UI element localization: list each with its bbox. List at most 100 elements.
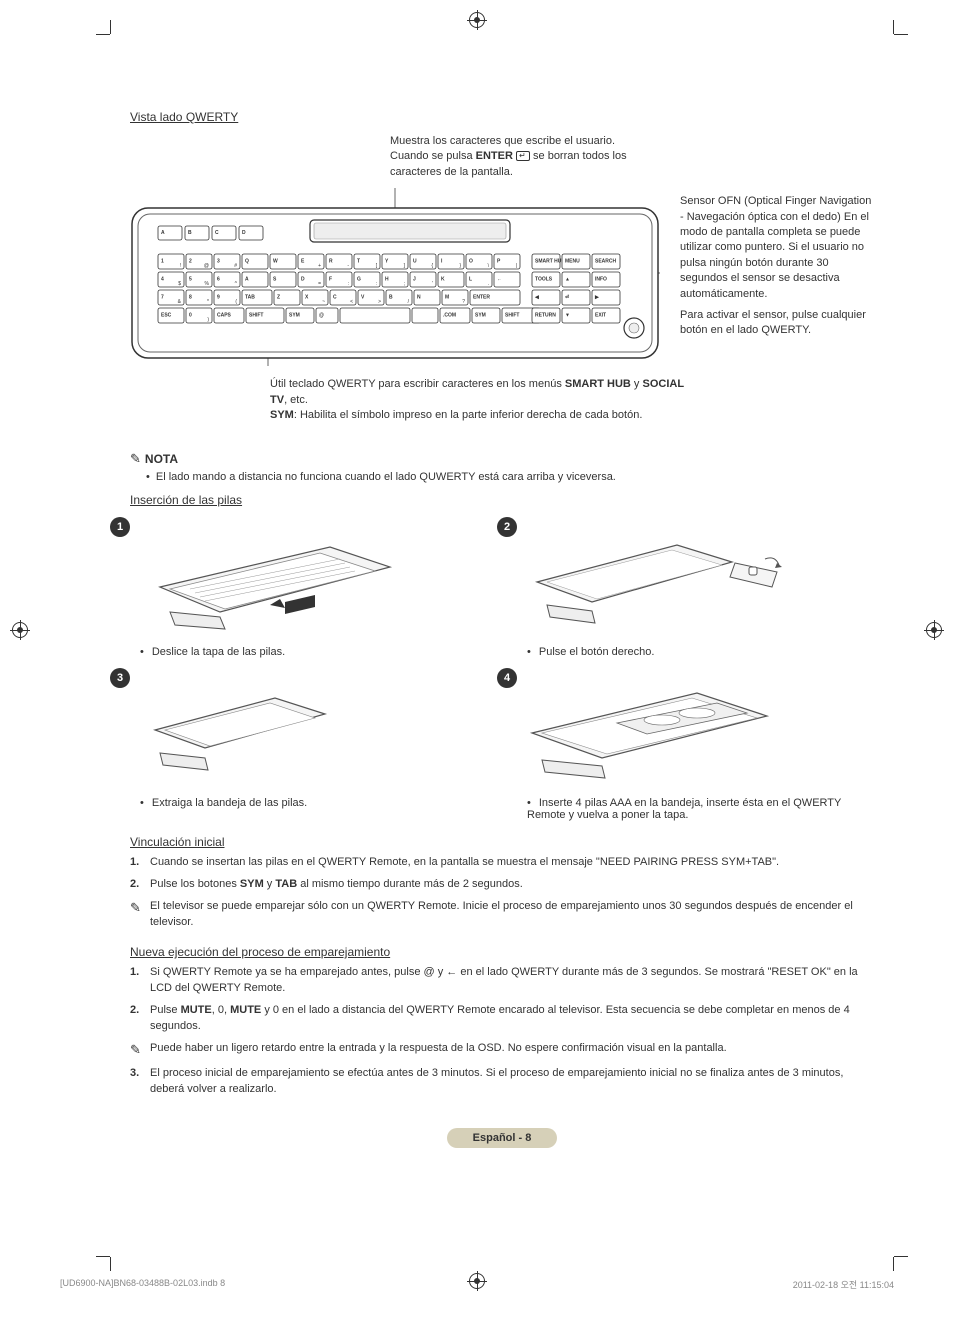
note-icon: ✎	[130, 1041, 150, 1060]
footer-right: 2011-02-18 오전 11:15:04	[793, 1278, 894, 1291]
svg-text:.COM: .COM	[443, 313, 456, 319]
text: El proceso inicial de emparejamiento se …	[150, 1066, 874, 1098]
svg-text:B: B	[389, 295, 393, 301]
nota-block: ✎NOTA El lado mando a distancia no funci…	[130, 451, 874, 483]
svg-text:C: C	[333, 295, 337, 301]
svg-text:EXIT: EXIT	[595, 313, 606, 319]
svg-text:ENTER: ENTER	[473, 295, 490, 301]
text: Cuando se pulsa	[390, 150, 476, 162]
num: 1.	[130, 965, 150, 997]
text: Útil teclado QWERTY para escribir caract…	[270, 378, 565, 390]
text: se borran todos los	[530, 150, 627, 162]
heading-pairing: Vinculación inicial	[130, 835, 874, 849]
t: , 0,	[212, 1004, 230, 1016]
svg-text:W: W	[273, 259, 278, 265]
crop-mark	[110, 1251, 130, 1271]
svg-text:$: $	[178, 281, 181, 287]
svg-text:6: 6	[217, 277, 220, 283]
svg-text:R: R	[329, 259, 333, 265]
svg-text:J: J	[413, 277, 416, 283]
svg-text:A: A	[161, 230, 165, 236]
step-badge-1: 1	[110, 517, 130, 537]
heading-repair: Nueva ejecución del proceso de emparejam…	[130, 945, 874, 959]
svg-text:<: <	[350, 299, 353, 305]
svg-text:H: H	[385, 277, 389, 283]
text: Si QWERTY Remote ya se ha emparejado ant…	[150, 965, 874, 997]
sensor-description: Sensor OFN (Optical Finger Navigation - …	[680, 188, 874, 345]
heading-battery: Inserción de las pilas	[130, 493, 874, 507]
svg-text:L: L	[469, 277, 472, 283]
svg-text:%: %	[205, 281, 210, 287]
svg-text:1: 1	[161, 259, 164, 265]
repair-item-1: 1. Si QWERTY Remote ya se ha emparejado …	[130, 965, 874, 997]
battery-illustration-3	[130, 668, 410, 788]
num: 3.	[130, 1066, 150, 1098]
callout-line3: caracteres de la pantalla.	[390, 165, 874, 180]
svg-text:*: *	[207, 299, 209, 305]
svg-text:RETURN: RETURN	[535, 313, 556, 319]
text: Cuando se insertan las pilas en el QWERT…	[150, 855, 874, 871]
keyboard-diagram: ABCD 1!2@3#QWE+R-T[Y]U{I}O\P| SMART HUBM…	[130, 188, 660, 371]
repair-note: ✎ Puede haber un ligero retardo entre la…	[130, 1041, 874, 1060]
svg-text:.: .	[488, 281, 489, 287]
svg-text:2: 2	[189, 259, 192, 265]
battery-step-3: 3 Extraiga la bandeja de las pilas.	[130, 668, 487, 821]
svg-text:SMART HUB: SMART HUB	[535, 259, 565, 265]
svg-text:': '	[432, 281, 433, 287]
battery-illustration-1	[130, 517, 410, 637]
svg-text:|: |	[516, 263, 517, 269]
sym-label: SYM	[240, 878, 264, 890]
t: y	[264, 878, 276, 890]
page-number-badge: Español - 8	[447, 1128, 557, 1148]
heading-qwerty-view: Vista lado QWERTY	[130, 110, 874, 124]
pairing-item-1: 1. Cuando se insertan las pilas en el QW…	[130, 855, 874, 871]
svg-text:C: C	[215, 230, 219, 236]
svg-text:▲: ▲	[565, 277, 570, 283]
svg-text:D: D	[242, 230, 246, 236]
crop-mark	[874, 20, 894, 40]
pairing-note: ✎ El televisor se puede emparejar sólo c…	[130, 899, 874, 931]
num: 2.	[130, 877, 150, 893]
svg-text:Q: Q	[245, 259, 249, 265]
print-footer: [UD6900-NA]BN68-03488B-02L03.indb 8 2011…	[60, 1278, 894, 1291]
battery-step-1: 1 Deslice la tapa de las pilas.	[130, 517, 487, 658]
svg-text:0: 0	[189, 313, 192, 319]
svg-text:?: ?	[462, 299, 465, 305]
sym-label: SYM	[270, 409, 294, 421]
svg-text:▼: ▼	[565, 313, 570, 319]
repair-item-3: 3. El proceso inicial de emparejamiento …	[130, 1066, 874, 1098]
crop-mark	[110, 20, 130, 40]
svg-text:+: +	[318, 263, 321, 269]
svg-text:SEARCH: SEARCH	[595, 259, 617, 265]
battery-step-4: 4 Inserte 4 pilas AAA en la bandeja, ins…	[517, 668, 874, 821]
crop-mark	[874, 1251, 894, 1271]
svg-text:>: >	[378, 299, 381, 305]
caption-3: Extraiga la bandeja de las pilas.	[140, 797, 487, 809]
enter-icon	[516, 151, 530, 161]
svg-text:3: 3	[217, 259, 220, 265]
smart-hub-label: SMART HUB	[565, 378, 631, 390]
nota-label: NOTA	[145, 452, 178, 466]
note-icon: ✎	[130, 899, 150, 931]
text: : Habilita el símbolo impreso en la part…	[294, 409, 643, 421]
svg-text:MENU: MENU	[565, 259, 580, 265]
battery-illustration-4	[517, 668, 797, 788]
svg-text:;: ;	[404, 281, 405, 287]
step-badge-3: 3	[110, 668, 130, 688]
svg-text:D: D	[301, 277, 305, 283]
text: y	[631, 378, 643, 390]
svg-text:SYM: SYM	[289, 313, 300, 319]
pairing-item-2: 2. Pulse los botones SYM y TAB al mismo …	[130, 877, 874, 893]
callout-display: Muestra los caracteres que escribe el us…	[390, 134, 874, 180]
svg-text:G: G	[357, 277, 361, 283]
text: El televisor se puede emparejar sólo con…	[150, 899, 874, 931]
registration-mark	[12, 622, 28, 638]
svg-text:◀: ◀	[534, 295, 539, 301]
mute-label: MUTE	[181, 1004, 212, 1016]
caption-1: Deslice la tapa de las pilas.	[140, 646, 487, 658]
svg-text:7: 7	[161, 295, 164, 301]
svg-text:A: A	[245, 277, 249, 283]
tab-label: TAB	[275, 878, 297, 890]
registration-mark	[926, 622, 942, 638]
svg-text:@: @	[319, 313, 324, 319]
